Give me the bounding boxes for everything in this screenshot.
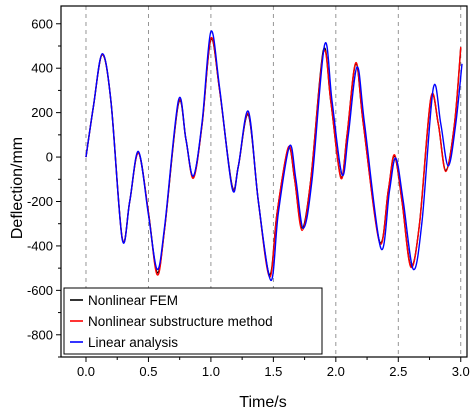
legend-label-linear-analysis: Linear analysis (88, 335, 178, 350)
series-line-linear-analysis (85, 30, 463, 282)
y-tick-label-5: 200 (31, 105, 53, 120)
y-tick-label-6: 400 (31, 61, 53, 76)
plot-frame (60, 5, 468, 358)
ticks-layer: 0.0 0.5 1.0 1.5 2.0 2.5 3.0 -800 -600 -400 -200 0 20… (27, 16, 470, 379)
y-axis-label: Deflection/mm (9, 137, 26, 239)
y-tick-label-3: -200 (27, 194, 53, 209)
x-tick-label-2: 1.0 (202, 364, 220, 379)
y-tick-label-4: 0 (46, 150, 53, 165)
x-tick-label-3: 1.5 (264, 364, 282, 379)
y-tick-label-2: -400 (27, 238, 53, 253)
y-tick-label-0: -800 (27, 327, 53, 342)
x-tick-label-0: 0.0 (77, 364, 95, 379)
y-tick-label-7: 600 (31, 16, 53, 31)
y-tick-label-1: -600 (27, 283, 53, 298)
x-tick-label-4: 2.0 (327, 364, 345, 379)
axes-layer (60, 5, 468, 358)
x-tick-label-6: 3.0 (452, 364, 470, 379)
series-layer (85, 30, 463, 282)
x-axis-label: Time/s (239, 394, 286, 411)
legend-label-nonlinear-substructure: Nonlinear substructure method (88, 314, 273, 329)
legend-label-nonlinear-fem: Nonlinear FEM (88, 293, 178, 308)
grid-layer (85, 6, 462, 357)
x-tick-label-5: 2.5 (389, 364, 407, 379)
legend: Nonlinear FEM Nonlinear substructure met… (63, 287, 323, 355)
legend-box (63, 287, 323, 355)
x-tick-label-1: 0.5 (139, 364, 157, 379)
